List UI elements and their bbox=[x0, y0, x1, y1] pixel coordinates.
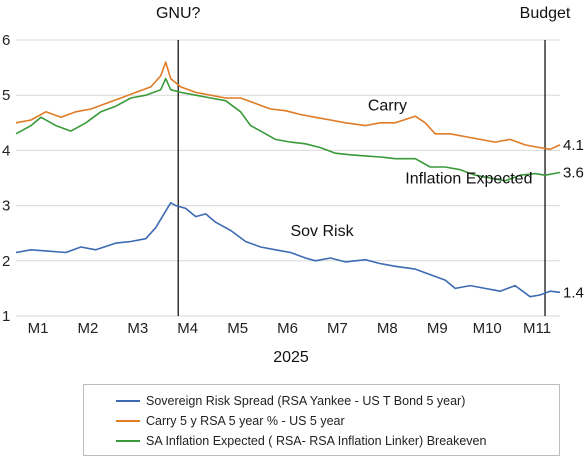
legend-swatch-sovereign bbox=[116, 400, 140, 402]
series-line-1 bbox=[15, 61, 561, 151]
y-tick-label: 6 bbox=[2, 32, 10, 49]
y-tick-label: 4 bbox=[2, 142, 10, 159]
y-tick-label: 1 bbox=[2, 308, 10, 325]
annotations: Carry Inflation Expected Sov Risk bbox=[290, 98, 532, 240]
x-tick-label: M1 bbox=[28, 320, 49, 337]
x-tick-label: M10 bbox=[473, 320, 502, 337]
y-tick-label: 5 bbox=[2, 87, 10, 104]
x-tick-label: M3 bbox=[127, 320, 148, 337]
legend-label-carry: Carry 5 y RSA 5 year % - US 5 year bbox=[146, 414, 345, 428]
series-end-label: 1.4 bbox=[563, 284, 584, 301]
series-end-label: 3.6 bbox=[563, 164, 584, 181]
series-annotation: Inflation Expected bbox=[405, 171, 532, 188]
x-tick-label: M5 bbox=[227, 320, 248, 337]
x-tick-label: M7 bbox=[327, 320, 348, 337]
y-axis-ticks: 1 2 3 4 5 6 bbox=[2, 32, 10, 325]
legend-label-inflation: SA Inflation Expected ( RSA- RSA Inflati… bbox=[146, 434, 487, 448]
event-lines: GNU? Budget bbox=[156, 5, 571, 316]
series-end-label: 4.1 bbox=[563, 137, 584, 154]
x-axis-title: 2025 bbox=[273, 349, 309, 366]
legend-swatch-carry bbox=[116, 420, 140, 422]
event-label: Budget bbox=[520, 5, 571, 22]
x-tick-label: M4 bbox=[177, 320, 198, 337]
x-tick-label: M6 bbox=[277, 320, 298, 337]
y-tick-label: 2 bbox=[2, 253, 10, 270]
x-tick-label: M2 bbox=[77, 320, 98, 337]
series-annotation: Sov Risk bbox=[290, 223, 354, 240]
series-lines bbox=[15, 61, 561, 298]
event-label: GNU? bbox=[156, 5, 201, 22]
x-tick-label: M8 bbox=[377, 320, 398, 337]
legend-item-sovereign: Sovereign Risk Spread (RSA Yankee - US T… bbox=[116, 391, 559, 411]
series-annotation: Carry bbox=[368, 98, 407, 115]
line-chart: 1 2 3 4 5 6 M1 M2 M3 M4 M5 M6 M7 M8 M9 M10 M11 GNU? Budg… bbox=[2, 5, 584, 366]
legend-item-inflation: SA Inflation Expected ( RSA- RSA Inflati… bbox=[116, 431, 559, 451]
gridlines bbox=[16, 39, 560, 317]
x-axis-ticks: M1 M2 M3 M4 M5 M6 M7 M8 M9 M10 M11 bbox=[28, 320, 552, 337]
y-tick-label: 3 bbox=[2, 198, 10, 215]
legend-item-carry: Carry 5 y RSA 5 year % - US 5 year bbox=[116, 411, 559, 431]
legend-swatch-inflation bbox=[116, 440, 140, 442]
x-tick-label: M9 bbox=[427, 320, 448, 337]
series-line-2 bbox=[15, 77, 561, 182]
legend: Sovereign Risk Spread (RSA Yankee - US T… bbox=[83, 384, 560, 456]
x-tick-label: M11 bbox=[523, 320, 551, 337]
end-labels: 1.4 4.1 3.6 bbox=[563, 137, 584, 301]
series-line-0 bbox=[15, 202, 561, 298]
legend-label-sovereign: Sovereign Risk Spread (RSA Yankee - US T… bbox=[146, 394, 466, 408]
